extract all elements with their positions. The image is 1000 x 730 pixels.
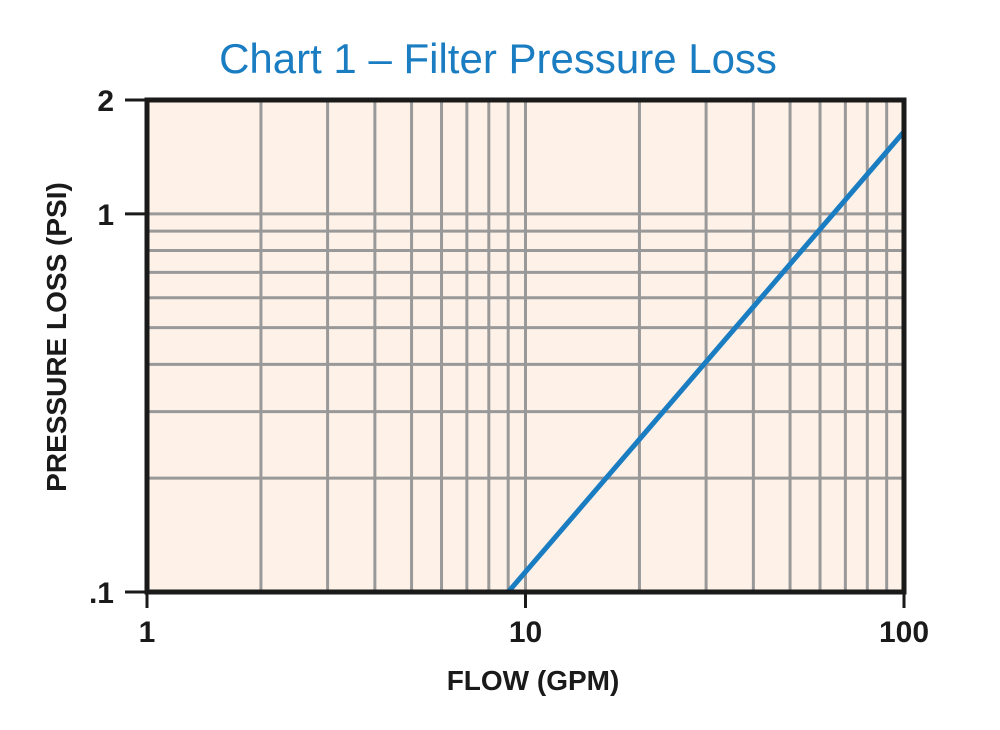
x-axis-label: FLOW (GPM) [447,665,620,696]
y-tick-label: 1 [97,199,114,232]
x-axis-ticks: 1 10 100 [139,592,929,649]
y-tick-label: .1 [89,577,114,610]
y-tick-label: 2 [97,85,114,118]
x-tick-label: 100 [879,616,929,649]
y-axis-ticks: .1 1 2 [89,85,147,610]
x-tick-label: 1 [139,616,156,649]
chart-title: Chart 1 – Filter Pressure Loss [219,35,777,82]
horizontal-gridlines [147,212,904,480]
x-tick-label: 10 [509,616,542,649]
pressure-loss-series-line [506,129,906,594]
y-axis-label: PRESSURE LOSS (PSI) [41,182,72,492]
vertical-gridlines [259,100,889,592]
